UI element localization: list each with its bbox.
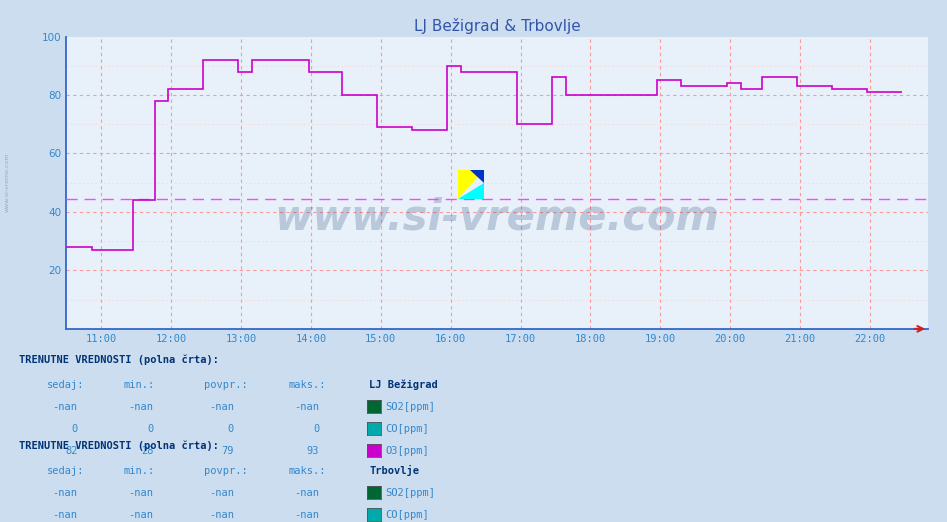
Text: www.si-vreme.com: www.si-vreme.com [5,153,10,212]
Text: sedaj:: sedaj: [47,466,85,476]
Text: Trbovlje: Trbovlje [369,465,420,476]
Title: LJ Bežigrad & Trbovlje: LJ Bežigrad & Trbovlje [414,18,581,34]
Text: 0: 0 [71,424,78,434]
Text: -nan: -nan [209,510,234,520]
Text: -nan: -nan [129,488,153,498]
Polygon shape [457,170,484,199]
Text: -nan: -nan [295,488,319,498]
Text: maks.:: maks.: [289,466,327,476]
Text: min.:: min.: [123,466,154,476]
Text: -nan: -nan [295,402,319,412]
Polygon shape [457,183,484,199]
Text: -nan: -nan [209,488,234,498]
Text: -nan: -nan [53,510,78,520]
Text: TRENUTNE VREDNOSTI (polna črta):: TRENUTNE VREDNOSTI (polna črta): [19,441,219,451]
Text: -nan: -nan [129,510,153,520]
Text: povpr.:: povpr.: [204,466,247,476]
Text: 0: 0 [313,424,319,434]
Text: maks.:: maks.: [289,380,327,390]
Text: -nan: -nan [209,402,234,412]
Text: 0: 0 [227,424,234,434]
Text: 0: 0 [147,424,153,434]
Text: -nan: -nan [129,402,153,412]
Text: CO[ppm]: CO[ppm] [385,510,429,520]
Text: LJ Bežigrad: LJ Bežigrad [369,379,438,390]
Text: 82: 82 [65,446,78,456]
Text: 93: 93 [307,446,319,456]
Text: CO[ppm]: CO[ppm] [385,424,429,434]
Text: SO2[ppm]: SO2[ppm] [385,488,436,498]
Text: TRENUTNE VREDNOSTI (polna črta):: TRENUTNE VREDNOSTI (polna črta): [19,354,219,365]
Text: O3[ppm]: O3[ppm] [385,446,429,456]
Text: SO2[ppm]: SO2[ppm] [385,402,436,412]
Text: min.:: min.: [123,380,154,390]
Polygon shape [470,170,484,183]
Text: sedaj:: sedaj: [47,380,85,390]
Text: 28: 28 [141,446,153,456]
Text: -nan: -nan [295,510,319,520]
Text: 79: 79 [222,446,234,456]
Text: -nan: -nan [53,402,78,412]
Text: povpr.:: povpr.: [204,380,247,390]
Text: -nan: -nan [53,488,78,498]
Text: www.si-vreme.com: www.si-vreme.com [275,197,720,239]
